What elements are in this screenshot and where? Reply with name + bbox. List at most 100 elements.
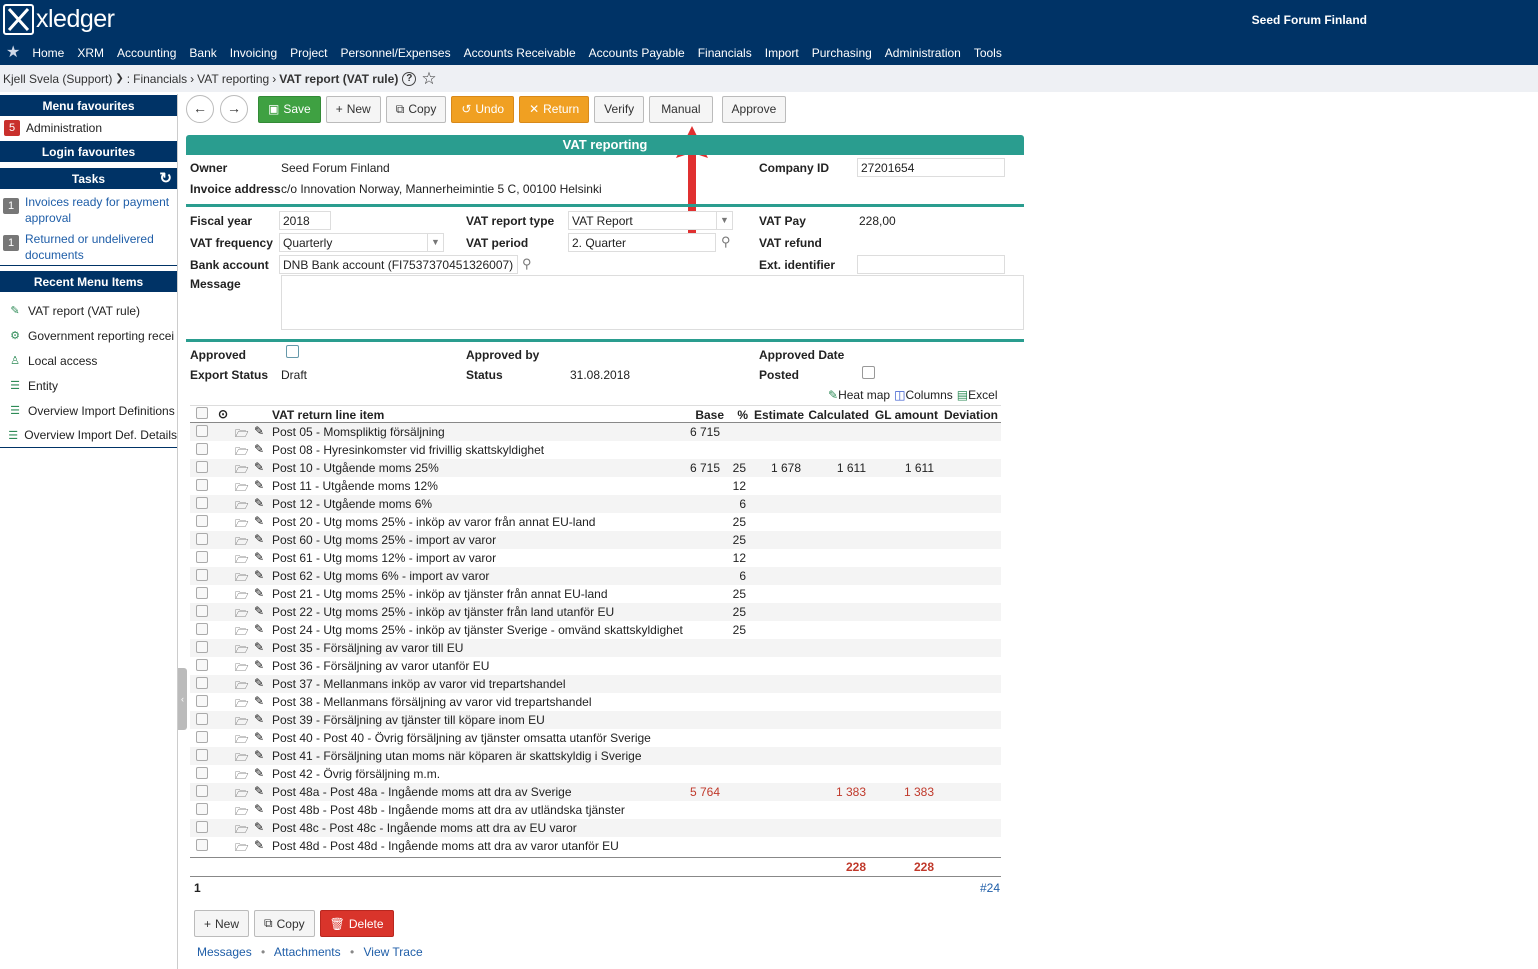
recent-item-overview-import-definitions[interactable]: ☰ Overview Import Definitions	[0, 398, 177, 423]
folder-icon[interactable]: 🗁	[235, 734, 249, 746]
row-checkbox[interactable]	[196, 479, 208, 491]
pencil-icon[interactable]: ✎	[254, 622, 265, 636]
attachments-link[interactable]: Attachments	[273, 945, 341, 959]
folder-icon[interactable]: 🗁	[235, 500, 249, 512]
col-item[interactable]: VAT return line item	[272, 408, 385, 422]
row-checkbox[interactable]	[196, 803, 208, 815]
pencil-icon[interactable]: ✎	[254, 514, 265, 528]
row-checkbox[interactable]	[196, 425, 208, 437]
pencil-icon[interactable]: ✎	[254, 550, 265, 564]
folder-icon[interactable]: 🗁	[235, 518, 249, 530]
search-icon[interactable]: ⚲	[522, 256, 532, 271]
pencil-icon[interactable]: ✎	[254, 784, 265, 798]
table-row[interactable]: 🗁 ✎ Post 22 - Utg moms 25% - inköp av tjän…	[190, 603, 1001, 621]
nav-invoicing[interactable]: Invoicing	[229, 46, 278, 60]
nav-home[interactable]: Home	[32, 46, 65, 60]
nav-accounts-payable[interactable]: Accounts Payable	[588, 46, 685, 60]
table-row[interactable]: 🗁 ✎ Post 35 - Försäljning av varor till EU	[190, 639, 1001, 657]
nav-project[interactable]: Project	[290, 46, 328, 60]
chevron-down-icon[interactable]: ▼	[716, 212, 732, 229]
pencil-icon[interactable]: ✎	[254, 424, 265, 438]
row-checkbox[interactable]	[196, 605, 208, 617]
nav-personnel[interactable]: Personnel/Expenses	[340, 46, 451, 60]
verify-button[interactable]: Verify	[594, 95, 645, 123]
folder-icon[interactable]: 🗁	[235, 590, 249, 602]
messages-link[interactable]: Messages	[197, 945, 252, 959]
pencil-icon[interactable]: ✎	[254, 676, 265, 690]
favourite-star-icon[interactable]: ☆	[421, 68, 437, 88]
row-checkbox[interactable]	[196, 731, 208, 743]
row-checkbox[interactable]	[196, 623, 208, 635]
table-row[interactable]: 🗁 ✎ Post 10 - Utgående moms 25% 6 715 25 1 67…	[190, 459, 1001, 477]
recent-item-local-access[interactable]: ♙ Local access	[0, 348, 177, 373]
row-checkbox[interactable]	[196, 461, 208, 473]
recent-menu-header[interactable]: Recent Menu Items	[0, 270, 177, 292]
tasks-header[interactable]: Tasks ↻	[0, 167, 177, 189]
folder-icon[interactable]: 🗁	[235, 446, 249, 458]
pencil-icon[interactable]: ✎	[254, 568, 265, 582]
row-checkbox[interactable]	[196, 587, 208, 599]
nav-financials[interactable]: Financials	[697, 46, 752, 60]
folder-icon[interactable]: 🗁	[235, 824, 249, 836]
favourite-item-administration[interactable]: 5 Administration	[0, 116, 177, 140]
breadcrumb-vat-reporting[interactable]: VAT reporting	[197, 71, 270, 86]
xledger-logo[interactable]: xledger	[3, 3, 115, 35]
pencil-icon[interactable]: ✎	[254, 802, 265, 816]
pencil-icon[interactable]: ✎	[254, 712, 265, 726]
col-gl-amount[interactable]: GL amount	[874, 408, 938, 422]
chevron-down-icon[interactable]: ▼	[427, 234, 443, 251]
vat-period-field[interactable]: 2. Quarter	[568, 233, 716, 252]
folder-icon[interactable]: 🗁	[235, 428, 249, 440]
row-checkbox[interactable]	[196, 677, 208, 689]
row-checkbox[interactable]	[196, 551, 208, 563]
nav-accounting[interactable]: Accounting	[117, 46, 177, 60]
table-row[interactable]: 🗁 ✎ Post 11 - Utgående moms 12% 12	[190, 477, 1001, 495]
table-row[interactable]: 🗁 ✎ Post 62 - Utg moms 6% - import av varo…	[190, 567, 1001, 585]
bank-account-field[interactable]: DNB Bank account (FI7537370451326007)	[279, 255, 518, 274]
row-checkbox[interactable]	[196, 533, 208, 545]
row-checkbox[interactable]	[196, 515, 208, 527]
excel-button[interactable]: ▤Excel	[957, 388, 998, 402]
table-row[interactable]: 🗁 ✎ Post 60 - Utg moms 25% - import av var…	[190, 531, 1001, 549]
return-button[interactable]: ✕ Return	[519, 95, 590, 123]
user-menu[interactable]: Kjell Svela (Support)	[3, 71, 113, 86]
col-pct[interactable]: %	[737, 408, 748, 422]
back-button[interactable]: ←	[186, 95, 214, 123]
recent-item-government-reporting[interactable]: ⚙ Government reporting recei	[0, 323, 177, 348]
table-row[interactable]: 🗁 ✎ Post 20 - Utg moms 25% - inköp av varo…	[190, 513, 1001, 531]
table-row[interactable]: 🗁 ✎ Post 37 - Mellanmans inköp av varor vi…	[190, 675, 1001, 693]
pencil-icon[interactable]: ✎	[254, 496, 265, 510]
nav-tools[interactable]: Tools	[973, 46, 1002, 60]
pencil-icon[interactable]: ✎	[254, 838, 265, 852]
forward-button[interactable]: →	[220, 95, 248, 123]
pencil-icon[interactable]: ✎	[254, 532, 265, 546]
pencil-icon[interactable]: ✎	[254, 586, 265, 600]
undo-button[interactable]: ↺ Undo	[451, 95, 515, 123]
view-trace-link[interactable]: View Trace	[363, 945, 423, 959]
row-checkbox[interactable]	[196, 659, 208, 671]
pencil-icon[interactable]: ✎	[254, 442, 265, 456]
pencil-icon[interactable]: ✎	[254, 640, 265, 654]
task-invoices-approval[interactable]: 1 Invoices ready for payment approval	[0, 189, 177, 226]
folder-icon[interactable]: 🗁	[235, 788, 249, 800]
folder-icon[interactable]: 🗁	[235, 482, 249, 494]
heatmap-button[interactable]: ✎Heat map	[828, 388, 890, 402]
table-row[interactable]: 🗁 ✎ Post 41 - Försäljning utan moms när kö…	[190, 747, 1001, 765]
save-button[interactable]: ▣ Save	[258, 95, 321, 123]
page-number[interactable]: 1	[194, 881, 201, 895]
folder-icon[interactable]: 🗁	[235, 572, 249, 584]
col-base[interactable]: Base	[695, 408, 724, 422]
vat-frequency-select[interactable]: Quarterly ▼	[279, 233, 444, 252]
posted-checkbox[interactable]	[862, 366, 875, 379]
radio-icon[interactable]: ⊙	[218, 407, 229, 421]
company-name[interactable]: Seed Forum Finland	[1251, 13, 1367, 27]
folder-icon[interactable]: 🗁	[235, 716, 249, 728]
row-checkbox[interactable]	[196, 569, 208, 581]
folder-icon[interactable]: 🗁	[235, 806, 249, 818]
row-checkbox[interactable]	[196, 695, 208, 707]
table-row[interactable]: 🗁 ✎ Post 42 - Övrig försäljning m.m.	[190, 765, 1001, 783]
pencil-icon[interactable]: ✎	[254, 604, 265, 618]
table-row[interactable]: 🗁 ✎ Post 40 - Post 40 - Övrig försäljning …	[190, 729, 1001, 747]
folder-icon[interactable]: 🗁	[235, 464, 249, 476]
col-deviation[interactable]: Deviation	[943, 408, 998, 422]
